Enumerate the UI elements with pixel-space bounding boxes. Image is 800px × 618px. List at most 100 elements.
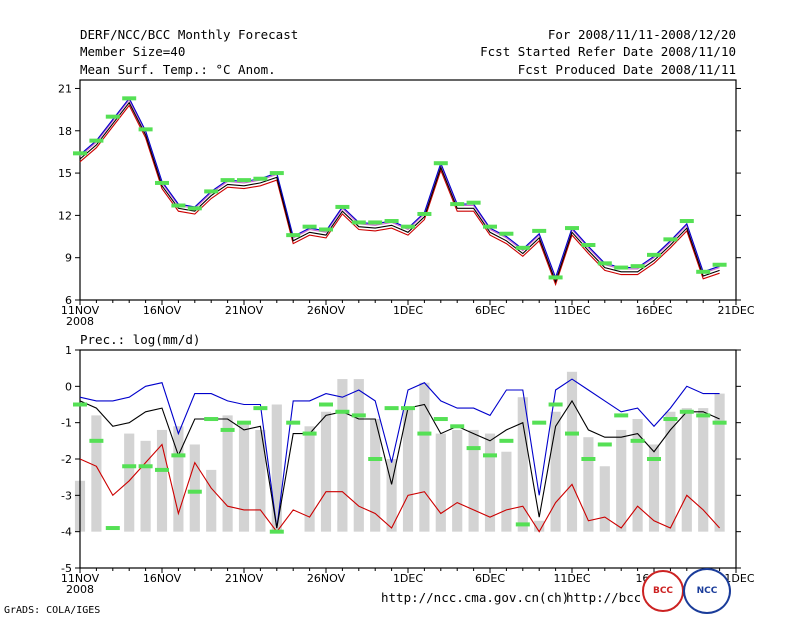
obs-marker (630, 264, 645, 269)
bar (156, 429, 168, 532)
bar (304, 426, 315, 532)
obs-marker (712, 262, 727, 267)
bar (468, 429, 479, 532)
obs-marker (253, 406, 268, 411)
obs-marker (351, 413, 366, 418)
obs-marker (499, 438, 514, 443)
x-tick-label: 21NOV (225, 572, 264, 585)
obs-marker (483, 453, 497, 458)
obs-marker (204, 189, 219, 194)
obs-marker (220, 427, 235, 432)
obs-marker (269, 529, 284, 534)
y-tick-label: -5 (61, 562, 72, 575)
x-tick-label: 11NOV (61, 304, 100, 317)
obs-marker (335, 409, 350, 414)
obs-marker (532, 228, 547, 233)
bar (271, 404, 282, 532)
obs-marker (89, 438, 104, 443)
obs-marker (597, 442, 612, 447)
x-tick-label: 1DEC (393, 572, 423, 585)
obs-marker (548, 275, 563, 280)
bar (583, 437, 594, 532)
obs-marker (548, 402, 563, 407)
bar (534, 520, 545, 532)
x-tick-label: 6DEC (475, 304, 505, 317)
x-tick-label: 16NOV (143, 304, 182, 317)
bar (189, 444, 200, 532)
obs-marker (696, 413, 711, 418)
url-ncc[interactable]: http://ncc.cma.gov.cn(ch) (381, 590, 570, 605)
obs-marker (663, 237, 678, 242)
obs-marker (187, 206, 202, 211)
y-tick-label: 9 (65, 252, 72, 265)
obs-marker (679, 219, 694, 224)
obs-marker (237, 178, 251, 183)
y-tick-label: -2 (61, 453, 72, 466)
bar (337, 379, 348, 532)
obs-marker (532, 420, 547, 425)
obs-marker (105, 526, 120, 531)
series-line-mean (79, 101, 720, 284)
obs-marker (581, 457, 596, 461)
obs-marker (417, 211, 432, 216)
obs-marker (565, 226, 579, 231)
obs-marker (466, 200, 481, 205)
precipitation-panel: -5 -4 -3 -2 -1 0 1 11NOV 16NOV 21NOV 26NOV 1DEC 6DEC… (61, 344, 755, 596)
bar (124, 433, 135, 532)
obs-marker (450, 424, 465, 429)
obs-marker (319, 227, 333, 232)
y-tick-label: 21 (58, 82, 72, 95)
variable-label: Mean Surf. Temp.: °C Anom. (80, 62, 276, 77)
x-tick-label: 1DEC (393, 304, 423, 317)
obs-marker (647, 252, 661, 257)
forecast-start-label: Fcst Started Refer Date 2008/11/10 (480, 44, 736, 59)
bar (91, 415, 102, 532)
x-tick-label: 21NOV (225, 304, 264, 317)
bar (632, 419, 643, 532)
x-tick-label: 11DEC (553, 304, 590, 317)
bcc-logo-text: BCC (652, 586, 674, 596)
forecast-period-label: For 2008/11/11-2008/12/20 (547, 27, 736, 42)
bar (517, 397, 528, 532)
bar (173, 426, 184, 532)
temperature-panel: 6 9 12 15 18 21 11NOV 16NOV 21NOV 26NOV 1DEC 6DEC 11… (58, 79, 755, 328)
x-tick-label: 26NOV (307, 304, 346, 317)
obs-marker (171, 453, 186, 458)
bar (452, 429, 463, 532)
obs-marker (138, 464, 153, 469)
obs-marker (187, 489, 202, 494)
bar (140, 440, 151, 532)
bar (714, 393, 725, 532)
bar (698, 408, 709, 532)
obs-marker (171, 203, 186, 208)
obs-marker (89, 138, 104, 143)
obs-marker (647, 457, 661, 461)
bar (386, 459, 397, 532)
obs-marker (302, 431, 317, 436)
obs-marker (597, 261, 612, 266)
chart-title: DERF/NCC/BCC Monthly Forecast (80, 27, 299, 42)
obs-marker (335, 204, 350, 209)
bar (419, 382, 430, 532)
bar (648, 444, 660, 532)
bar (616, 429, 627, 532)
bar (255, 429, 266, 532)
obs-marker (515, 522, 530, 527)
obs-marker (614, 265, 629, 270)
url-bcc[interactable]: http://bcc.cma.gov.cn(en) (566, 591, 640, 605)
series-line-extra (79, 98, 720, 281)
bar (206, 469, 217, 532)
x-tick-label: 26NOV (307, 572, 346, 585)
obs-marker (122, 96, 137, 101)
x-tick-label: 16DEC (635, 304, 672, 317)
series-line-lower (79, 104, 720, 287)
obs-marker (679, 409, 694, 414)
y-tick-label: 1 (65, 344, 72, 357)
obs-marker (368, 457, 383, 461)
obs-marker (286, 420, 301, 425)
obs-marker (450, 202, 465, 207)
bar (484, 433, 496, 532)
obs-marker (384, 219, 399, 224)
y-tick-label: 6 (65, 294, 72, 307)
bar (599, 466, 610, 532)
